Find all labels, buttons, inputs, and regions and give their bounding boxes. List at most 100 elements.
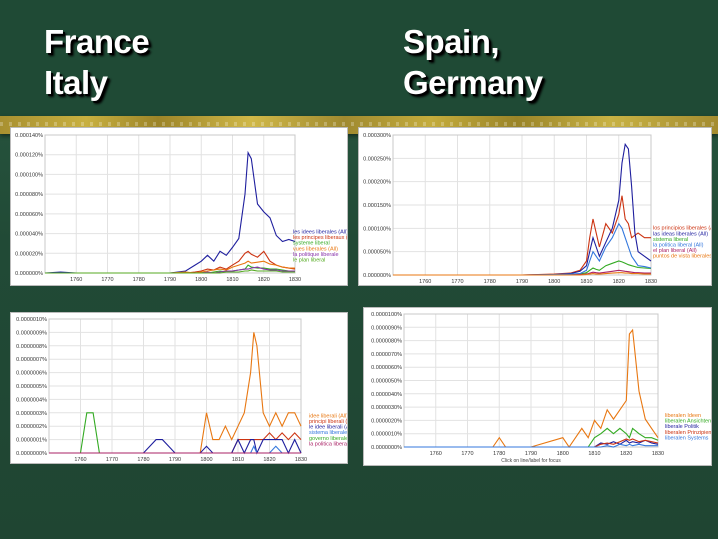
y-tick-label: 0.0000030%: [371, 405, 402, 411]
y-tick-label: 0.000060%: [15, 212, 43, 218]
series-line-4[interactable]: [404, 443, 658, 448]
legend-label-4[interactable]: el plan liberal (All): [653, 248, 697, 254]
y-tick-label: 0.0000003%: [16, 411, 47, 417]
series-line-5[interactable]: [45, 269, 295, 274]
legend-label-1[interactable]: principi liberali (All): [309, 419, 347, 425]
x-tick-label: 1820: [258, 277, 270, 283]
chart-panel-france: 0.000000% 0.000020% 0.000040% 0.000060% 0.00…: [10, 127, 348, 286]
y-tick-label: 0.0000100%: [371, 312, 402, 318]
title-germany: Germany: [403, 64, 543, 101]
x-tick-label: 1760: [430, 451, 442, 457]
title-france: France: [44, 23, 150, 60]
chart-panel-germany: 0.0000000% 0.0000010% 0.0000020% 0.0000030%…: [363, 307, 712, 466]
y-tick-label: 0.0000040%: [371, 392, 402, 398]
chart-panel-spain: 0.000000% 0.000050% 0.000100% 0.000150% 0.00…: [358, 127, 712, 286]
x-tick-label: 1810: [226, 277, 238, 283]
y-tick-label: 0.0000004%: [16, 397, 47, 403]
legend-label-2[interactable]: le idee liberali (All): [309, 425, 347, 431]
x-tick-label: 1790: [525, 451, 537, 457]
x-tick-label: 1780: [493, 451, 505, 457]
y-tick-label: 0.000300%: [363, 133, 391, 139]
y-tick-label: 0.0000000%: [16, 451, 47, 457]
x-tick-label: 1830: [652, 451, 664, 457]
y-tick-label: 0.0000002%: [16, 424, 47, 430]
x-tick-label: 1820: [613, 279, 625, 285]
y-tick-label: 0.000100%: [363, 226, 391, 232]
chart-panel-italy: 0.0000000% 0.0000001% 0.0000002% 0.0000003%…: [10, 312, 348, 464]
legend-label-4[interactable]: la politique liberale: [293, 252, 339, 258]
legend-label-4[interactable]: governo liberale: [309, 436, 347, 442]
y-tick-label: 0.000200%: [363, 180, 391, 186]
y-tick-label: 0.0000050%: [371, 379, 402, 385]
y-tick-label: 0.0000080%: [371, 339, 402, 345]
x-tick-label: 1790: [169, 457, 181, 463]
y-tick-label: 0.000000%: [363, 273, 391, 279]
y-tick-label: 0.0000010%: [371, 432, 402, 438]
legend-label-1[interactable]: las ideas liberales (All): [653, 231, 708, 237]
x-tick-label: 1830: [645, 279, 657, 285]
x-tick-label: 1820: [263, 457, 275, 463]
legend-label-4[interactable]: liberalen Systems: [665, 435, 709, 441]
y-tick-label: 0.0000000%: [371, 445, 402, 451]
x-tick-label: 1790: [516, 279, 528, 285]
x-tick-label: 1790: [164, 277, 176, 283]
x-tick-label: 1810: [580, 279, 592, 285]
y-tick-label: 0.000150%: [363, 203, 391, 209]
legend-label-5[interactable]: le plan liberal: [293, 257, 325, 263]
legend-label-2[interactable]: systeme liberal: [293, 241, 330, 247]
y-tick-label: 0.0000070%: [371, 352, 402, 358]
x-tick-label: 1830: [295, 457, 307, 463]
x-tick-label: 1800: [548, 279, 560, 285]
legend-label-2[interactable]: liberale Politik: [665, 424, 699, 430]
chart-france: 0.000000% 0.000020% 0.000040% 0.000060% 0.00…: [15, 133, 347, 283]
y-tick-label: 0.0000009%: [16, 330, 47, 336]
y-tick-label: 0.0000020%: [371, 418, 402, 424]
x-tick-label: 1780: [137, 457, 149, 463]
y-tick-label: 0.000140%: [15, 133, 43, 139]
x-tick-label: 1760: [70, 277, 82, 283]
y-tick-label: 0.000050%: [363, 250, 391, 256]
legend-label-0[interactable]: liberalen Ideen: [665, 413, 701, 419]
legend-label-3[interactable]: liberalen Prinzipien: [665, 430, 711, 436]
legend-label-1[interactable]: liberalen Ansichten: [665, 419, 711, 425]
y-tick-label: 0.0000001%: [16, 438, 47, 444]
y-tick-label: 0.000020%: [15, 251, 43, 257]
y-tick-label: 0.000250%: [363, 156, 391, 162]
chart-spain: 0.000000% 0.000050% 0.000100% 0.000150% 0.00…: [363, 133, 711, 285]
legend-label-3[interactable]: la politica liberal (All): [653, 242, 704, 248]
chart-grid: [404, 313, 659, 448]
x-tick-label: 1780: [484, 279, 496, 285]
legend-label-5[interactable]: la politica liberale: [309, 441, 347, 447]
y-tick-label: 0.0000006%: [16, 371, 47, 377]
title-spain: Spain,: [403, 23, 500, 60]
y-tick-label: 0.000080%: [15, 192, 43, 198]
legend-label-3[interactable]: vues liberales (All): [293, 246, 338, 252]
legend-label-0[interactable]: les idees liberales (All): [293, 229, 347, 235]
x-tick-label: 1830: [289, 277, 301, 283]
y-tick-label: 0.000100%: [15, 172, 43, 178]
legend-label-0[interactable]: idee liberali (All): [309, 413, 347, 419]
legend-label-1[interactable]: les principes liberaux (All): [293, 235, 347, 241]
legend-label-5[interactable]: puntos de vista liberales: [653, 254, 711, 260]
x-tick-label: 1770: [106, 457, 118, 463]
x-tick-label: 1810: [232, 457, 244, 463]
x-tick-label: 1820: [620, 451, 632, 457]
x-tick-label: 1760: [419, 279, 431, 285]
y-tick-label: 0.0000060%: [371, 365, 402, 371]
y-tick-label: 0.000120%: [15, 153, 43, 159]
x-tick-label: 1800: [557, 451, 569, 457]
y-tick-label: 0.000040%: [15, 232, 43, 238]
chart-italy: 0.0000000% 0.0000001% 0.0000002% 0.0000003%…: [16, 317, 347, 463]
x-tick-label: 1770: [461, 451, 473, 457]
chart-grid: [393, 134, 652, 276]
legend-label-2[interactable]: sistema liberal: [653, 237, 688, 243]
legend-label-0[interactable]: los principios liberales (All): [653, 226, 711, 232]
x-tick-label: 1800: [195, 277, 207, 283]
y-tick-label: 0.0000007%: [16, 357, 47, 363]
series-line-0[interactable]: [404, 328, 659, 448]
chart-caption: Click on line/label for focus: [501, 458, 561, 464]
series-line-5[interactable]: [393, 272, 651, 276]
legend-label-3[interactable]: sistema liberale: [309, 430, 347, 436]
x-tick-label: 1810: [588, 451, 600, 457]
